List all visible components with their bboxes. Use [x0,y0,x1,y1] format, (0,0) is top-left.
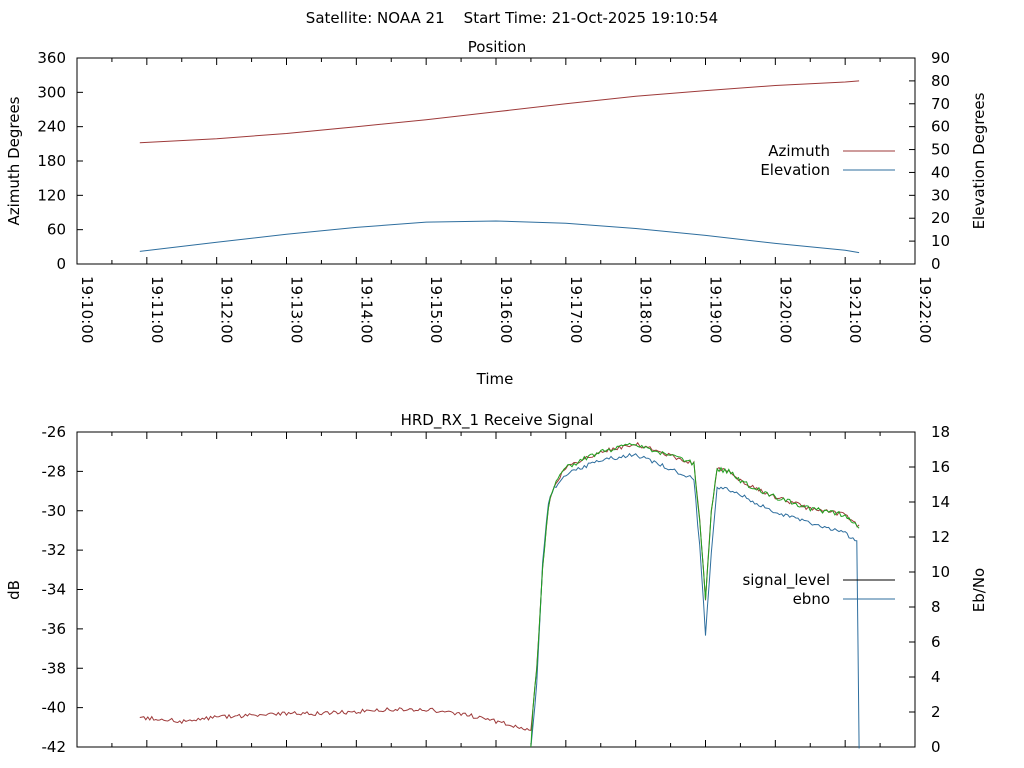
position-legend: Azimuth Elevation [760,142,895,179]
right-tick-label: 6 [931,633,941,651]
position-series [139,80,860,254]
position-chart-title: Position [468,38,526,56]
left-tick-label: 120 [37,186,66,204]
signal-x-axis [76,432,916,747]
left-tick-label: -42 [42,738,67,756]
right-tick-label: 0 [931,255,941,273]
right-tick-label: 2 [931,703,941,721]
x-tick-label: 19:20:00 [776,276,794,343]
x-tick-label: 19:17:00 [567,276,585,343]
signal-series [139,441,860,749]
right-tick-label: 18 [931,423,950,441]
left-tick-label: -38 [42,659,67,677]
x-tick-label: 19:14:00 [357,276,375,343]
legend-label-azimuth: Azimuth [768,142,830,160]
position-right-axis: 0 10 20 30 40 50 60 70 80 90 [909,49,950,273]
series-line-ebno [530,452,860,749]
left-tick-label: 0 [56,255,66,273]
left-tick-label: 60 [47,221,66,239]
right-tick-label: 8 [931,598,941,616]
x-tick-label: 19:10:00 [78,276,96,343]
left-tick-label: 180 [37,152,66,170]
right-tick-label: 90 [931,49,950,67]
series-line-signal_level [139,441,860,731]
position-y2-axis-label: Elevation Degrees [970,92,988,229]
left-tick-label: -28 [42,462,67,480]
position-y-axis-label: Azimuth Degrees [5,96,23,225]
right-tick-label: 0 [931,738,941,756]
right-tick-label: 4 [931,668,941,686]
left-tick-label: -26 [42,423,67,441]
left-tick-label: -30 [42,502,67,520]
signal-chart: HRD_RX_1 Receive Signal -42-40-38-36-34-… [5,411,988,756]
right-tick-label: 30 [931,186,950,204]
x-tick-label: 19:15:00 [427,276,445,343]
x-tick-label: 19:11:00 [148,276,166,343]
position-chart: Position 0 60 120 180 240 300 360 0 10 20 30 40 50 6… [5,38,988,388]
x-tick-label: 19:19:00 [707,276,725,343]
series-line-Elevation [139,220,860,254]
series-line-signal-level-active [530,442,860,748]
x-tick-label: 19:22:00 [916,276,934,343]
right-tick-label: 20 [931,209,950,227]
position-x-axis: 19:10:00 19:11:00 19:12:00 19:13:00 19:14:00… [76,58,934,343]
signal-y2-axis-label: Eb/No [970,568,988,612]
right-tick-label: 10 [931,232,950,250]
x-tick-label: 19:21:00 [846,276,864,343]
right-tick-label: 60 [931,118,950,136]
signal-chart-title: HRD_RX_1 Receive Signal [401,411,594,430]
left-tick-label: -40 [42,699,67,717]
position-x-axis-label: Time [476,370,514,388]
x-tick-label: 19:16:00 [497,276,515,343]
right-tick-label: 14 [931,493,950,511]
x-tick-label: 19:13:00 [288,276,306,343]
right-tick-label: 50 [931,141,950,159]
x-tick-label: 19:18:00 [637,276,655,343]
signal-left-axis: -42 -40 -38 -36 -34 -32 -30 -28 -26 [42,423,83,756]
right-tick-label: 16 [931,458,950,476]
left-tick-label: -32 [42,541,67,559]
right-tick-label: 70 [931,95,950,113]
right-tick-label: 40 [931,163,950,181]
right-tick-label: 12 [931,528,950,546]
series-line-Azimuth [139,80,860,144]
signal-right-axis: 0 2 4 6 8 10 12 14 16 18 [909,423,950,756]
figure-title: Satellite: NOAA 21 Start Time: 21-Oct-20… [306,9,718,27]
left-tick-label: 240 [37,118,66,136]
position-left-axis: 0 60 120 180 240 300 360 [37,49,83,273]
right-tick-label: 80 [931,72,950,90]
left-tick-label: 300 [37,83,66,101]
legend-label-elevation: Elevation [760,161,830,179]
legend-label-signal-level: signal_level [742,571,830,590]
left-tick-label: -34 [42,581,67,599]
signal-y-axis-label: dB [5,580,23,600]
x-tick-label: 19:12:00 [218,276,236,343]
left-tick-label: -36 [42,620,67,638]
right-tick-label: 10 [931,563,950,581]
left-tick-label: 360 [37,49,66,67]
legend-label-ebno: ebno [793,590,830,608]
signal-legend: signal_level ebno [742,571,895,608]
signal-plot-frame [76,431,916,748]
